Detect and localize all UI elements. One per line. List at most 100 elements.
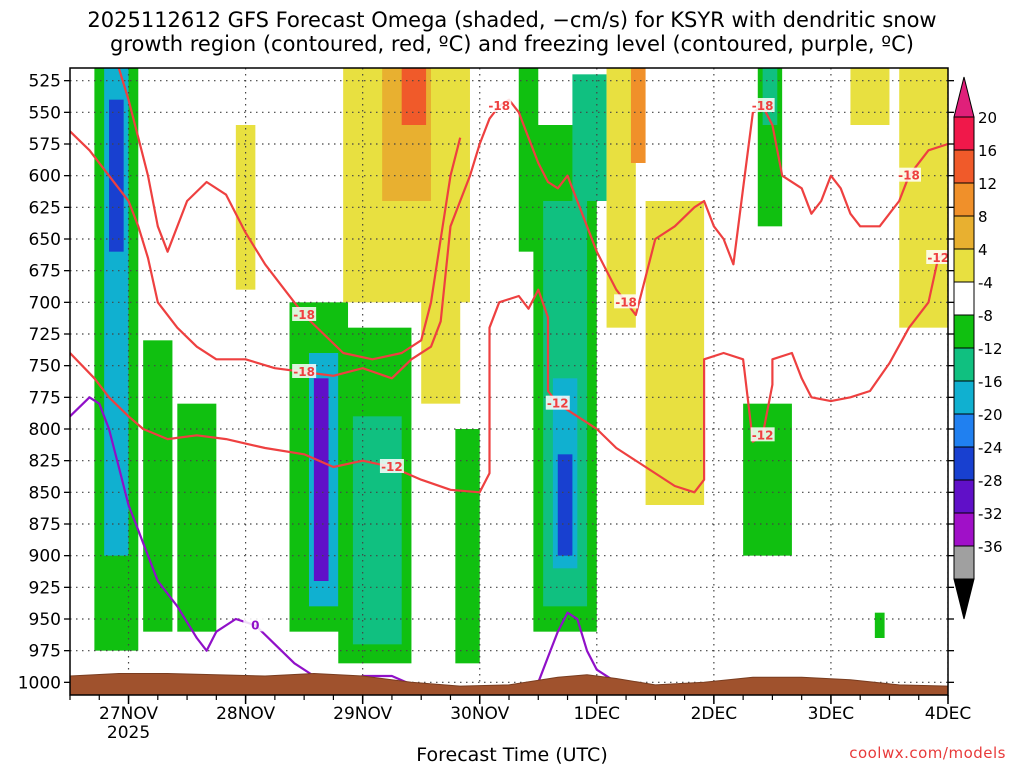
dgz-contour-1-label-bg-36 [614, 294, 639, 309]
omega-cell-15 [455, 429, 480, 664]
colorbar-label--32: -32 [978, 505, 1003, 523]
colorbar-label-4: 4 [978, 241, 988, 259]
dgz-contour-0 [70, 250, 948, 494]
dgz-contour-1-label-bg-48 [750, 98, 775, 112]
chart-title-line-1: 2025112612 GFS Forecast Omega (shaded, −… [87, 8, 937, 32]
omega-cell-21 [572, 74, 607, 201]
xtick-label-30NOV: 30NOV [450, 704, 509, 724]
freezing-contour-1 [537, 611, 617, 684]
ytick-label-725: 725 [29, 325, 61, 345]
freezing-contour-0-label-14: 0 [251, 618, 259, 632]
ytick-label-600: 600 [29, 167, 61, 187]
xtick-sublabel-27NOV: 2025 [107, 723, 150, 743]
colorbar-swatch-7 [953, 347, 975, 382]
colorbar-swatch-2 [953, 182, 975, 217]
dgz-contour-1-label-12: -18 [293, 365, 315, 379]
dgz-contour-0-label-bg-36 [750, 427, 775, 442]
x-axis-label: Forecast Time (UTC) [416, 744, 608, 766]
omega-cell-23 [630, 68, 646, 163]
omega-cell-4 [177, 403, 217, 632]
dgz-contour-0-label-bg-24 [545, 395, 570, 410]
colorbar-swatch-1 [953, 149, 975, 184]
ytick-label-775: 775 [29, 388, 61, 408]
colorbar-swatch-3 [953, 215, 975, 250]
ytick-label-900: 900 [29, 547, 61, 567]
chart-title-line-2: growth region (contoured, red, ºC) and f… [110, 32, 914, 56]
colorbar-swatch-4 [953, 248, 975, 283]
omega-colorbar: 20 16 12 8 4 -4 -8 -12 -16 -20 -24 -28 -32 -36 [953, 76, 1003, 620]
colorbar-label-8: 8 [978, 208, 988, 226]
omega-cell-2 [109, 99, 124, 252]
ytick-label-625: 625 [29, 198, 61, 218]
credit-text: coolwx.com/models [849, 744, 1006, 762]
colorbar-label--20: -20 [978, 406, 1003, 424]
colorbar-label--24: -24 [978, 439, 1003, 457]
ytick-label-675: 675 [29, 262, 61, 282]
ytick-label-550: 550 [29, 103, 61, 123]
dgz-contour-0-label-36: -12 [752, 428, 774, 442]
colorbar-swatch-9 [953, 413, 975, 448]
dgz-contour-2 [117, 68, 462, 361]
ytick-label-700: 700 [29, 293, 61, 313]
omega-cell-10 [352, 416, 402, 645]
omega-cell-27 [762, 68, 778, 125]
terrain-layer [70, 672, 948, 695]
colorbar-swatch-5 [953, 281, 975, 316]
omega-cell-28 [850, 68, 890, 125]
ytick-label-575: 575 [29, 135, 61, 155]
colorbar-label-20: 20 [978, 109, 997, 127]
omega-cell-8 [313, 378, 329, 581]
xtick-label-3DEC: 3DEC [808, 704, 855, 724]
xtick-label-1DEC: 1DEC [574, 704, 621, 724]
grid-layer [70, 68, 948, 695]
colorbar-label--28: -28 [978, 472, 1003, 490]
colorbar-swatch-10 [953, 446, 975, 481]
dgz-contour-0-label-bg-48 [926, 250, 948, 264]
dgz-contour-1-label-24: -18 [488, 99, 510, 113]
colorbar-label--4: -4 [978, 274, 993, 292]
colorbar-swatch-0 [953, 116, 975, 151]
colorbar-swatch-11 [953, 479, 975, 514]
colorbar-label--8: -8 [978, 307, 993, 325]
colorbar-label--12: -12 [978, 340, 1003, 358]
dgz-contour-1-label-bg-12 [292, 364, 317, 378]
dgz-contour-1-label-60: -18 [898, 169, 920, 183]
omega-cell-20 [557, 454, 573, 556]
colorbar-label--36: -36 [978, 538, 1003, 556]
colorbar-label-16: 16 [978, 142, 997, 160]
dgz-contour-1-label-bg-24 [487, 98, 512, 112]
dgz-contour-0-label-48: -12 [927, 251, 949, 265]
dgz-contour-0-label-12: -12 [381, 460, 403, 474]
omega-cell-24 [645, 201, 705, 505]
xtick-label-2DEC: 2DEC [691, 704, 738, 724]
ytick-label-825: 825 [29, 452, 61, 472]
omega-cell-3 [143, 340, 173, 632]
terrain-fill [70, 672, 948, 695]
omega-cell-29 [899, 68, 948, 328]
colorbar-top-arrow [953, 76, 975, 118]
colorbar-swatch-13 [953, 545, 975, 580]
dgz-contour-2-label-12: -18 [293, 308, 315, 322]
colorbar-bottom-arrow [953, 578, 975, 620]
colorbar-swatch-12 [953, 512, 975, 547]
omega-cell-30 [874, 612, 885, 638]
dgz-contour-1-label-36: -18 [615, 295, 637, 309]
ytick-label-750: 750 [29, 357, 61, 377]
xtick-label-27NOV: 27NOV [99, 704, 158, 724]
dgz-contour-1 [70, 98, 948, 380]
ytick-label-650: 650 [29, 230, 61, 250]
dgz-contour-0-label-24: -12 [547, 397, 569, 411]
dgz-contour-1-label-48: -18 [752, 99, 774, 113]
xtick-label-4DEC: 4DEC [925, 704, 972, 724]
xtick-label-28NOV: 28NOV [216, 704, 275, 724]
dgz-contour-0-label-bg-12 [379, 459, 404, 473]
ytick-label-875: 875 [29, 515, 61, 535]
ytick-label-1000: 1000 [18, 673, 61, 693]
ytick-label-800: 800 [29, 420, 61, 440]
ytick-label-975: 975 [29, 642, 61, 662]
ytick-label-950: 950 [29, 610, 61, 630]
colorbar-swatch-6 [953, 314, 975, 349]
